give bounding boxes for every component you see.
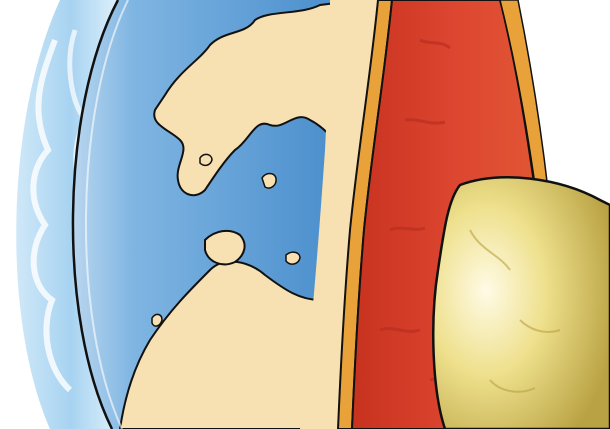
island-1	[261, 172, 277, 189]
land-peninsula	[204, 229, 246, 266]
island-4	[199, 153, 213, 167]
land-mass-north	[153, 0, 361, 197]
core-layer	[432, 176, 610, 429]
island-2	[285, 251, 301, 265]
land-mass-south	[118, 260, 362, 429]
crust-layer	[300, 0, 380, 429]
globe-outline	[71, 0, 120, 429]
island-3	[151, 313, 163, 327]
